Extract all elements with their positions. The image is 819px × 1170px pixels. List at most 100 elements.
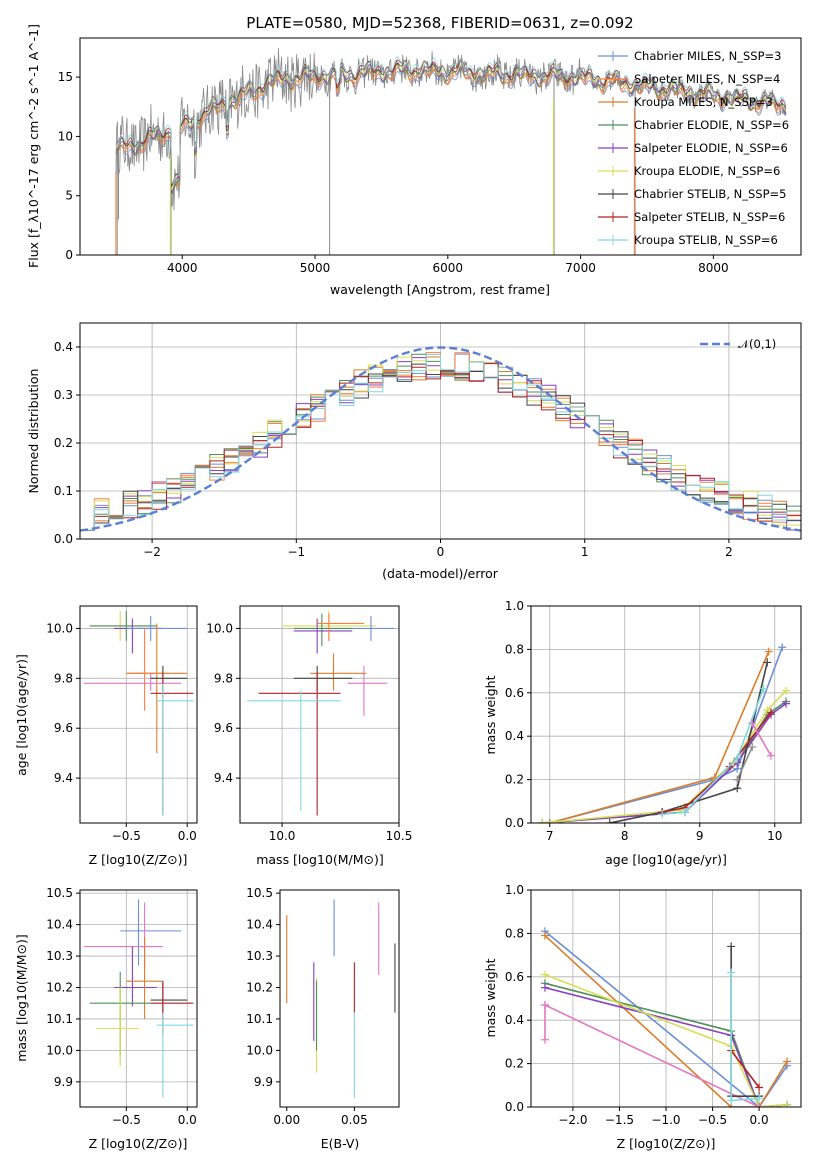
y-tick-label: 10.2 [46,980,73,994]
x-axis-label: mass [log10(M/M⊙)] [256,852,384,867]
x-tick-label: 0.05 [341,1113,368,1127]
y-tick-label: 10.0 [246,1043,273,1057]
y-tick-label: 10.3 [246,949,273,963]
data-point [83,902,163,969]
axes-frame [79,37,802,256]
data-point [293,665,353,691]
data-point [352,615,395,641]
x-tick-label: −1 [287,545,305,559]
x-axis-label: Z [log10(Z/Z⊙)] [89,852,188,867]
y-tick-label: 0.2 [505,1057,524,1071]
y-tick-label: 9.6 [214,721,233,735]
normal-reference-curve [80,346,801,532]
data-point-marker [755,1103,764,1107]
axes-frame [239,605,400,824]
data-point-marker [680,808,689,817]
mass-weight-vs-metallicity-panel: −2.0 −1.5 −1.0 −0.5 0.0 0.0 0.2 0.4 0.6 0.8 1.0 Z [… [483,883,802,1151]
x-tick-label: −1.0 [651,1113,680,1127]
y-tick-label: 5 [65,189,73,203]
data-point-marker [733,753,742,762]
data-point-marker [733,784,742,793]
x-tick-label: 4000 [167,261,198,275]
plot-area [83,899,194,1098]
series-line [544,973,788,1107]
data-point [95,987,139,1067]
legend-label: Kroupa STELIB, N_SSP=6 [634,233,778,247]
legend-label: Salpeter ELODIE, N_SSP=6 [634,141,788,155]
x-tick-label: 8000 [698,261,729,275]
data-point-marker [540,970,549,979]
y-tick-label: 1.0 [505,599,524,613]
y-tick-label: 0.2 [54,436,73,450]
axes-frame [79,322,802,540]
legend: Chabrier MILES, N_SSP=3 Salpeter MILES, N… [598,49,789,247]
data-point [83,673,182,691]
x-tick-label: 10.0 [269,829,296,843]
y-tick-label: 9.8 [54,671,73,685]
series-line [662,711,772,813]
data-point [89,610,157,641]
x-tick-label: 7000 [565,261,596,275]
y-tick-label: 9.4 [54,771,73,785]
y-tick-label: 10.4 [46,918,73,932]
x-tick-label: 2 [725,545,733,559]
x-axis-label: Z [log10(Z/Z⊙)] [617,1136,716,1151]
y-tick-label: 10 [58,129,73,143]
data-point-marker [767,708,775,717]
series-line [544,930,788,1107]
y-tick-label: 10.0 [46,621,73,635]
data-point [114,618,163,654]
series-line [549,651,770,823]
data-point [120,899,182,966]
data-point [156,683,194,816]
x-tick-label: −0.5 [698,1113,727,1127]
data-point-marker [545,819,554,823]
data-point [150,981,188,1019]
y-tick-label: 1.0 [505,883,524,897]
data-point-marker [733,775,742,784]
data-point [293,613,353,646]
data-point-marker [540,1001,549,1010]
y-tick-label: 0.6 [505,686,524,700]
data-point [293,618,353,654]
axes-frame [79,889,198,1108]
series-line [736,746,753,780]
y-tick-label: 15 [58,70,73,84]
x-tick-label: 5000 [300,261,331,275]
axes-frame [79,605,198,824]
y-tick-label: 10.3 [46,949,73,963]
data-point-marker [748,743,757,752]
y-tick-label: 10.4 [246,918,273,932]
x-tick-label: −0.5 [112,1113,141,1127]
y-axis-label: Normed distribution [26,369,41,494]
legend-label: Salpeter MILES, N_SSP=4 [634,72,780,86]
series-line [542,700,787,823]
y-axis-label: Flux [f_λ10^-17 erg cm^-2 s^-1 A^-1] [26,24,41,268]
y-tick-label: 9.6 [54,721,73,735]
plot-area [286,899,396,1098]
y-tick-label: 0.4 [505,1013,524,1027]
legend-label: Salpeter STELIB, N_SSP=6 [634,210,785,224]
data-point-marker [540,931,549,940]
y-tick-label: 10.1 [246,1012,273,1026]
mass-vs-ebv-panel: 0.00 0.05 9.9 10.0 10.1 10.2 10.3 10.4 10.5 E(B-V… [246,886,400,1151]
y-tick-label: 0.4 [54,340,73,354]
histogram-step [80,354,801,531]
x-axis-label: Z [log10(Z/Z⊙)] [89,1136,188,1151]
data-point [347,665,388,716]
data-point [317,613,364,641]
legend-label: Kroupa MILES, N_SSP=3 [634,95,773,109]
series-line [730,946,760,1097]
y-axis-label: mass weight [483,675,498,754]
x-tick-label: −2.0 [558,1113,587,1127]
y-tick-label: 0.0 [505,1100,524,1114]
x-tick-label: 9 [696,829,704,843]
y-tick-label: 0.3 [54,388,73,402]
x-tick-label: 0 [437,545,445,559]
mass-weight-vs-age-panel: 7 8 9 10 0.0 0.2 0.4 0.6 0.8 1.0 age [log10(age/yr… [483,599,802,867]
data-point [126,937,163,1019]
y-axis-label: mass [log10(M/M⊙)] [14,934,29,1062]
data-point-marker [759,684,768,693]
legend-label: Chabrier STELIB, N_SSP=5 [634,187,786,201]
